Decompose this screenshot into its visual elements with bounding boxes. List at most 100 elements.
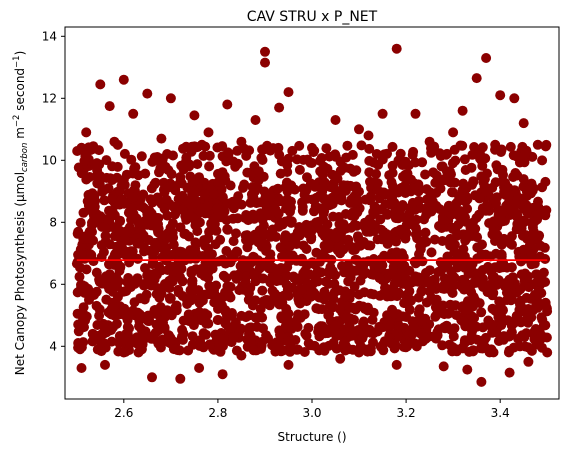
scatter-point: [388, 283, 399, 294]
scatter-point: [462, 364, 473, 375]
scatter-point: [426, 147, 437, 158]
scatter-point: [294, 222, 305, 232]
scatter-point: [477, 142, 488, 153]
scatter-point: [95, 79, 106, 90]
scatter-point: [98, 321, 109, 332]
scatter-point: [372, 178, 383, 189]
scatter-point: [106, 194, 117, 205]
scatter-point: [535, 334, 546, 345]
scatter-point: [258, 273, 269, 284]
scatter-point: [154, 304, 165, 315]
scatter-point: [267, 340, 278, 351]
scatter-point: [423, 276, 434, 287]
scatter-point: [210, 329, 221, 340]
scatter-point: [187, 331, 198, 342]
scatter-point: [310, 289, 321, 300]
scatter-point: [204, 339, 215, 350]
scatter-point: [374, 273, 385, 284]
scatter-point: [433, 267, 444, 277]
scatter-point: [309, 340, 320, 351]
scatter-point: [533, 202, 544, 213]
scatter-point: [390, 213, 401, 224]
scatter-point: [330, 185, 341, 196]
scatter-point: [151, 319, 162, 330]
scatter-point: [467, 149, 478, 160]
scatter-point: [377, 108, 388, 119]
scatter-point: [477, 160, 488, 171]
scatter-point: [426, 247, 437, 258]
scatter-point: [121, 226, 132, 237]
scatter-point: [72, 146, 83, 156]
scatter-point: [540, 320, 551, 331]
scatter-point: [471, 73, 482, 84]
scatter-point: [162, 210, 173, 221]
scatter-point: [540, 297, 551, 308]
scatter-point: [509, 93, 520, 104]
scatter-point: [111, 318, 122, 329]
scatter-point: [426, 206, 437, 217]
scatter-point: [397, 311, 408, 322]
scatter-point: [334, 330, 345, 341]
scatter-point: [159, 279, 170, 289]
scatter-point: [345, 198, 355, 208]
scatter-point: [143, 310, 154, 321]
scatter-point: [402, 168, 413, 179]
scatter-point: [115, 215, 126, 226]
scatter-point: [302, 226, 313, 237]
scatter-point: [129, 278, 140, 289]
scatter-point: [517, 141, 528, 152]
scatter-point: [183, 309, 194, 320]
scatter-point: [344, 240, 355, 251]
scatter-point: [78, 207, 89, 218]
scatter-point: [542, 347, 553, 358]
scatter-point: [292, 154, 303, 165]
scatter-point: [400, 156, 411, 167]
scatter-point: [213, 345, 224, 356]
scatter-point: [481, 186, 492, 197]
scatter-point: [299, 347, 310, 357]
scatter-point: [352, 207, 363, 218]
scatter-point: [339, 336, 350, 347]
scatter-point: [297, 205, 308, 216]
scatter-point: [491, 160, 502, 171]
scatter-point: [213, 176, 224, 187]
scatter-point: [210, 212, 221, 223]
scatter-point: [199, 189, 210, 200]
y-axis: 4 6 8 10 12 14: [42, 29, 65, 353]
scatter-point: [353, 195, 364, 206]
scatter-point: [410, 108, 421, 119]
scatter-point: [380, 199, 391, 210]
scatter-point: [395, 148, 406, 159]
scatter-point: [170, 302, 181, 313]
scatter-point: [161, 194, 172, 205]
scatter-point: [165, 93, 176, 104]
scatter-point: [334, 303, 345, 314]
scatter-point: [301, 330, 312, 341]
scatter-point: [459, 316, 469, 327]
scatter-point: [368, 337, 378, 348]
scatter-point: [317, 249, 328, 260]
scatter-point: [520, 230, 531, 241]
scatter-point: [241, 150, 252, 161]
scatter-point: [258, 144, 269, 155]
scatter-point: [133, 217, 144, 228]
scatter-point: [518, 244, 529, 255]
scatter-point: [297, 197, 308, 208]
scatter-point: [493, 310, 504, 321]
scatter-point: [508, 172, 519, 182]
scatter-point: [445, 233, 456, 244]
scatter-point: [309, 206, 319, 217]
scatter-point: [83, 283, 94, 294]
scatter-point: [511, 224, 522, 235]
scatter-point: [109, 136, 120, 147]
scatter-point: [345, 302, 356, 313]
scatter-point: [453, 219, 464, 230]
scatter-point: [104, 101, 115, 112]
scatter-point: [177, 331, 188, 342]
scatter-point: [94, 310, 105, 321]
scatter-point: [91, 300, 102, 311]
scatter-point: [76, 342, 87, 353]
scatter-point: [430, 302, 441, 313]
scatter-point: [289, 232, 300, 243]
scatter-point: [420, 169, 431, 180]
